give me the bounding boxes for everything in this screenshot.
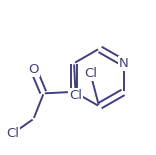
Text: N: N — [119, 57, 129, 70]
Text: O: O — [28, 63, 39, 76]
Text: Cl: Cl — [69, 89, 82, 102]
Text: Cl: Cl — [84, 67, 97, 80]
Text: Cl: Cl — [6, 127, 19, 140]
